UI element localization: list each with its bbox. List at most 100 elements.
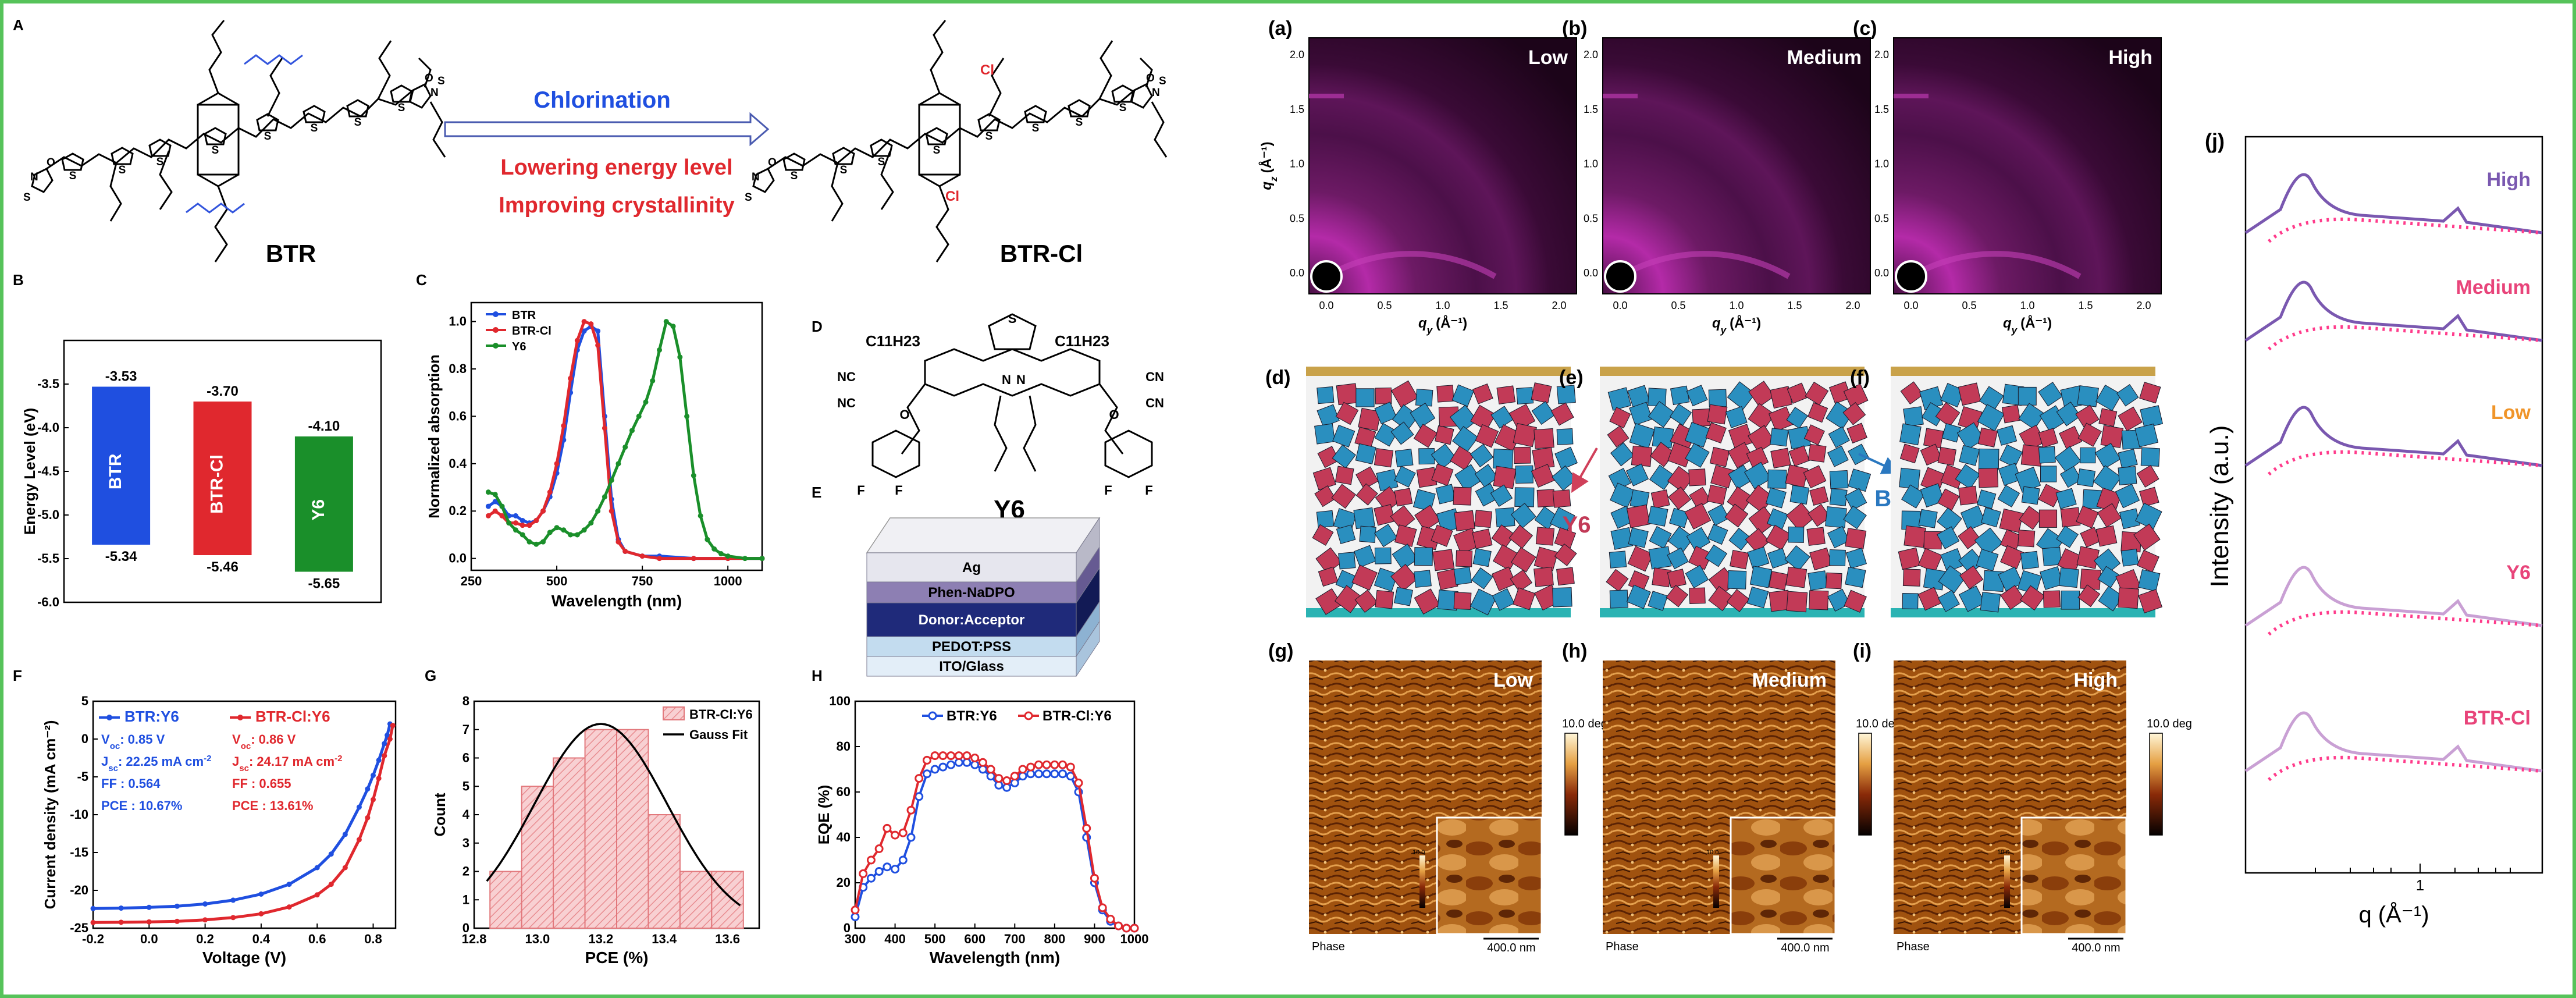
y6-domain	[1626, 504, 1650, 528]
y6-domain	[1472, 528, 1493, 549]
absorption-point	[725, 553, 731, 559]
absorption-point	[711, 546, 717, 552]
btr-cl-domain	[1828, 426, 1850, 448]
y6-atom-label: F	[1104, 483, 1112, 498]
giwaxs-x-tick-label: 1.5	[1787, 300, 1802, 311]
jv-point	[387, 736, 393, 742]
btr-structure-sulfur: S	[354, 116, 362, 129]
btr-structure-sulfur: S	[311, 122, 318, 134]
eqe-point	[954, 751, 963, 761]
eqe-point	[1122, 924, 1131, 933]
btr-cl-domain	[1552, 465, 1577, 491]
chlorination-label: Chlorination	[533, 87, 671, 113]
afm-scalebar-label: 400.0 nm	[1487, 942, 1535, 954]
panel-g-y-tick-label: 4	[462, 807, 470, 822]
btr-structure-alkyl-chain	[429, 101, 446, 158]
jv-point	[118, 919, 124, 925]
panel-h-y-tick-label: 20	[837, 875, 851, 890]
y6-atom-label: CN	[1145, 396, 1164, 410]
btr-cl-domain	[1554, 446, 1578, 470]
eqe-point	[851, 905, 860, 915]
panel-c-plot-frame	[470, 301, 763, 571]
btr-cl-structure-chlorine: Cl	[945, 189, 959, 204]
panel-g-x-tick-label: 12.8	[462, 932, 487, 946]
btr-cl-domain	[1829, 488, 1848, 506]
eqe-point	[947, 760, 956, 769]
y6-domain	[1845, 528, 1867, 550]
y6-domain	[2075, 404, 2100, 429]
giwaxs-x-axis-label: qy (Å⁻¹)	[1712, 315, 1761, 336]
giwaxs-y-tick-label: 0.0	[1584, 267, 1598, 279]
y6-domain	[1765, 524, 1791, 551]
btr-cl-domain	[1490, 406, 1514, 429]
effect-crystallinity: Improving crystallinity	[499, 193, 734, 218]
profile-label: Y6	[2506, 562, 2531, 584]
eqe-point	[1018, 765, 1027, 774]
btr-cl-domain	[2042, 546, 2062, 567]
y6-domain	[1394, 524, 1417, 547]
btr-cl-domain	[1767, 469, 1787, 489]
eqe-point	[962, 751, 972, 761]
panel-c-y-tick-label: 0.0	[449, 551, 467, 566]
y6-domain	[1390, 563, 1418, 592]
btr-cl-structure-s-atom: S	[745, 191, 752, 204]
jv-point	[390, 723, 396, 729]
absorption-point	[670, 324, 676, 329]
giwaxs-y-tick-label: 2.0	[1290, 49, 1304, 61]
btr-cl-structure-ring	[1111, 84, 1134, 103]
y6-end-rings	[871, 429, 1153, 478]
y6-domain	[1314, 485, 1336, 507]
y6-domain	[1900, 381, 1924, 405]
absorption-point	[533, 518, 539, 524]
y6-domain	[2038, 484, 2062, 507]
panel-c-y-tick-label: 1.0	[449, 314, 467, 329]
btr-cl-structure-alkyl-chain	[988, 58, 1005, 117]
jv-point	[90, 905, 96, 911]
absorption-point	[698, 513, 703, 518]
btr-cl-domain	[1353, 507, 1375, 530]
histogram-bar	[584, 729, 617, 929]
y6-domain	[1689, 486, 1711, 509]
legend-btr-y6-jsc-symbol: J	[101, 754, 108, 769]
btr-cl-domain	[1848, 468, 1871, 492]
btr-cl-domain	[2059, 466, 2082, 488]
eqe-point	[891, 865, 900, 874]
y6-domain	[1318, 566, 1339, 587]
absorption-point	[513, 527, 518, 533]
btr-cl-domain	[1686, 385, 1708, 407]
y6-domain	[1472, 383, 1493, 404]
btr-structure-ring	[390, 84, 413, 103]
y6-domain	[1959, 565, 1984, 589]
btr-cl-domain	[1626, 584, 1651, 609]
y6-vinyl	[901, 383, 1124, 454]
y6-domain	[1650, 489, 1670, 509]
btr-cl-domain	[1454, 464, 1482, 492]
y6-domain	[1705, 422, 1727, 444]
legend-label: Y6	[512, 340, 526, 353]
stack-layer	[866, 552, 1077, 583]
absorption-point	[568, 532, 574, 538]
y6-domain	[1937, 446, 1957, 466]
btr-cl-structure-sulfur: S	[985, 130, 993, 143]
y6-domain	[1688, 545, 1713, 570]
btr-name: BTR	[266, 240, 316, 267]
jv-point	[356, 837, 362, 843]
y6-atom-label: F	[857, 483, 864, 498]
morph-panel-letter: (d)	[1265, 367, 1290, 389]
panel-j-x-tick-label: 1	[2416, 876, 2424, 894]
absorption-point	[657, 347, 663, 353]
y6-side-chains	[994, 395, 1037, 472]
stack-layer-label: PEDOT:PSS	[932, 639, 1011, 655]
legend-bar-label: BTR-Cl:Y6	[689, 707, 753, 722]
btr-structure-ring	[204, 127, 227, 145]
y6-domain	[1958, 485, 1978, 506]
y6-domain	[1358, 407, 1381, 431]
y6-atom-label: N	[1016, 372, 1026, 387]
giwaxs-ring	[1618, 251, 1791, 279]
qy-symbol: q	[1712, 315, 1721, 331]
btr-structure-alkyl-chain	[109, 162, 122, 222]
eqe-point	[994, 774, 1004, 783]
btr-cl-domain	[2093, 548, 2121, 576]
btr-cl-domain	[2018, 386, 2037, 406]
panel-h-y-tick-label: 0	[844, 921, 851, 935]
